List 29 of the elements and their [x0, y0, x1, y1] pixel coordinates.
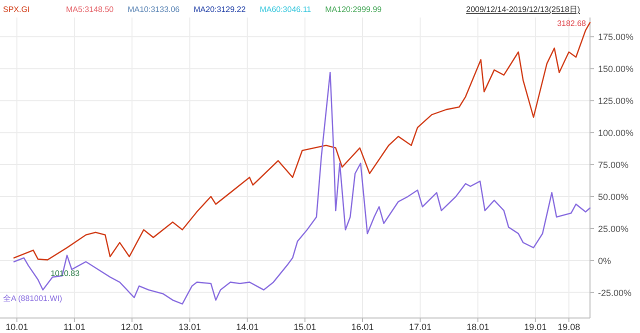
x-tick-label: 13.01: [178, 322, 202, 332]
x-tick-label: 10.01: [6, 322, 28, 332]
y-tick-label: 175.00%: [598, 32, 634, 42]
series-label: 全A (881001.WI): [3, 294, 62, 303]
x-tick-label: 18.01: [466, 322, 490, 332]
y-tick-label: 0%: [598, 256, 612, 266]
x-tick-label: 19.08: [558, 322, 580, 332]
text: MA5:3148.50: [66, 5, 114, 14]
y-tick-label: 75.00%: [598, 160, 629, 170]
chart-subtitle: 2009/12/14-2019/12/13(2518日): [466, 5, 580, 14]
x-tick-label: 15.01: [294, 322, 316, 332]
y-tick-label: 50.00%: [598, 192, 629, 202]
x-tick-label: 16.01: [351, 322, 374, 332]
text: MA60:3046.11: [260, 5, 312, 14]
y-tick-label: 150.00%: [598, 64, 634, 74]
x-tick-label: 12.01: [120, 322, 144, 332]
text: MA20:3129.22: [194, 5, 246, 14]
y-tick-label: 125.00%: [598, 96, 634, 106]
x-tick-label: 19.01: [524, 322, 547, 332]
text: SPX.GI: [3, 5, 30, 14]
x-tick-label: 14.01: [236, 322, 259, 332]
x-tick-label: 17.01: [408, 322, 432, 332]
annotation: 3182.68: [557, 19, 587, 28]
x-tick-label: 11.01: [63, 322, 86, 332]
y-tick-label: 25.00%: [598, 224, 629, 234]
text: MA120:2999.99: [325, 5, 382, 14]
y-tick-label: -25.00%: [598, 288, 632, 298]
y-tick-label: 100.00%: [598, 128, 634, 138]
text: MA10:3133.06: [128, 5, 180, 14]
